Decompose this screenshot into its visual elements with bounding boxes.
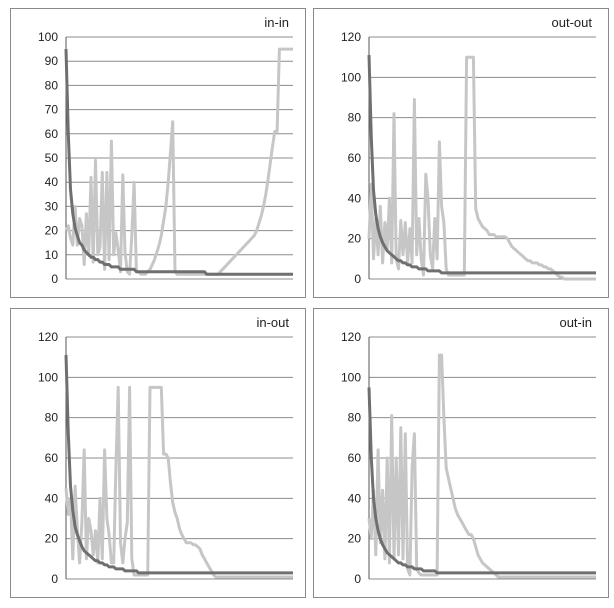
y-tick-label: 60 xyxy=(45,127,59,141)
y-tick-label: 20 xyxy=(45,224,59,238)
y-tick-label: 90 xyxy=(45,54,59,68)
light-series-line xyxy=(367,353,596,579)
chart-panel-in-out: 0 20 40 60 80 100 120 in-out xyxy=(10,308,306,598)
y-tick-label: 100 xyxy=(38,30,58,44)
y-tick-label: 60 xyxy=(45,451,59,465)
dark-series-line xyxy=(367,387,596,575)
chart-panel-out-in: 0 20 40 60 80 100 120 out-in xyxy=(313,308,609,598)
y-tick-label: 80 xyxy=(348,111,362,125)
y-tick-label: 40 xyxy=(348,491,362,505)
y-tick-label: 0 xyxy=(51,572,58,586)
chart-svg: 0 10 20 30 40 50 60 70 80 90 100 in-in xyxy=(38,15,293,286)
y-tick-label: 80 xyxy=(45,411,59,425)
y-tick-label: 20 xyxy=(45,532,59,546)
y-tick-label: 80 xyxy=(45,78,59,92)
y-tick-label: 0 xyxy=(354,572,361,586)
dark-series-line xyxy=(64,49,293,276)
y-tick-label: 120 xyxy=(38,330,58,344)
light-series-line xyxy=(64,47,293,276)
chart-panel-in-in: 0 10 20 30 40 50 60 70 80 90 100 in-in xyxy=(10,8,306,298)
y-tick-label: 100 xyxy=(38,370,58,384)
chart-title: in-out xyxy=(256,315,289,330)
y-tick-label: 10 xyxy=(45,248,59,262)
y-tick-label: 60 xyxy=(348,451,362,465)
y-tick-label: 70 xyxy=(45,103,59,117)
y-tick-label: 40 xyxy=(45,491,59,505)
y-tick-label: 120 xyxy=(341,30,361,44)
y-tick-label: 80 xyxy=(348,411,362,425)
y-tick-label: 40 xyxy=(45,175,59,189)
chart-svg: 0 20 40 60 80 100 120 out-in xyxy=(341,315,596,586)
y-tick-label: 40 xyxy=(348,191,362,205)
y-tick-label: 20 xyxy=(348,532,362,546)
dark-series-line xyxy=(64,355,293,575)
y-tick-label: 0 xyxy=(51,272,58,286)
light-series-line xyxy=(64,385,293,579)
y-tick-label: 100 xyxy=(341,70,361,84)
y-tick-label: 20 xyxy=(348,232,362,246)
chart-title: out-out xyxy=(552,15,593,30)
y-tick-label: 120 xyxy=(341,330,361,344)
chart-panel-out-out: 0 20 40 60 80 100 120 out-out xyxy=(313,8,609,298)
dark-series-line xyxy=(367,55,596,275)
chart-title: in-in xyxy=(264,15,289,30)
light-series-line xyxy=(367,55,596,281)
y-tick-label: 30 xyxy=(45,199,59,213)
chart-svg: 0 20 40 60 80 100 120 out-out xyxy=(341,15,596,286)
y-tick-label: 0 xyxy=(354,272,361,286)
y-tick-label: 60 xyxy=(348,151,362,165)
y-tick-label: 100 xyxy=(341,370,361,384)
y-tick-label: 50 xyxy=(45,151,59,165)
chart-svg: 0 20 40 60 80 100 120 in-out xyxy=(38,315,293,586)
chart-title: out-in xyxy=(559,315,592,330)
